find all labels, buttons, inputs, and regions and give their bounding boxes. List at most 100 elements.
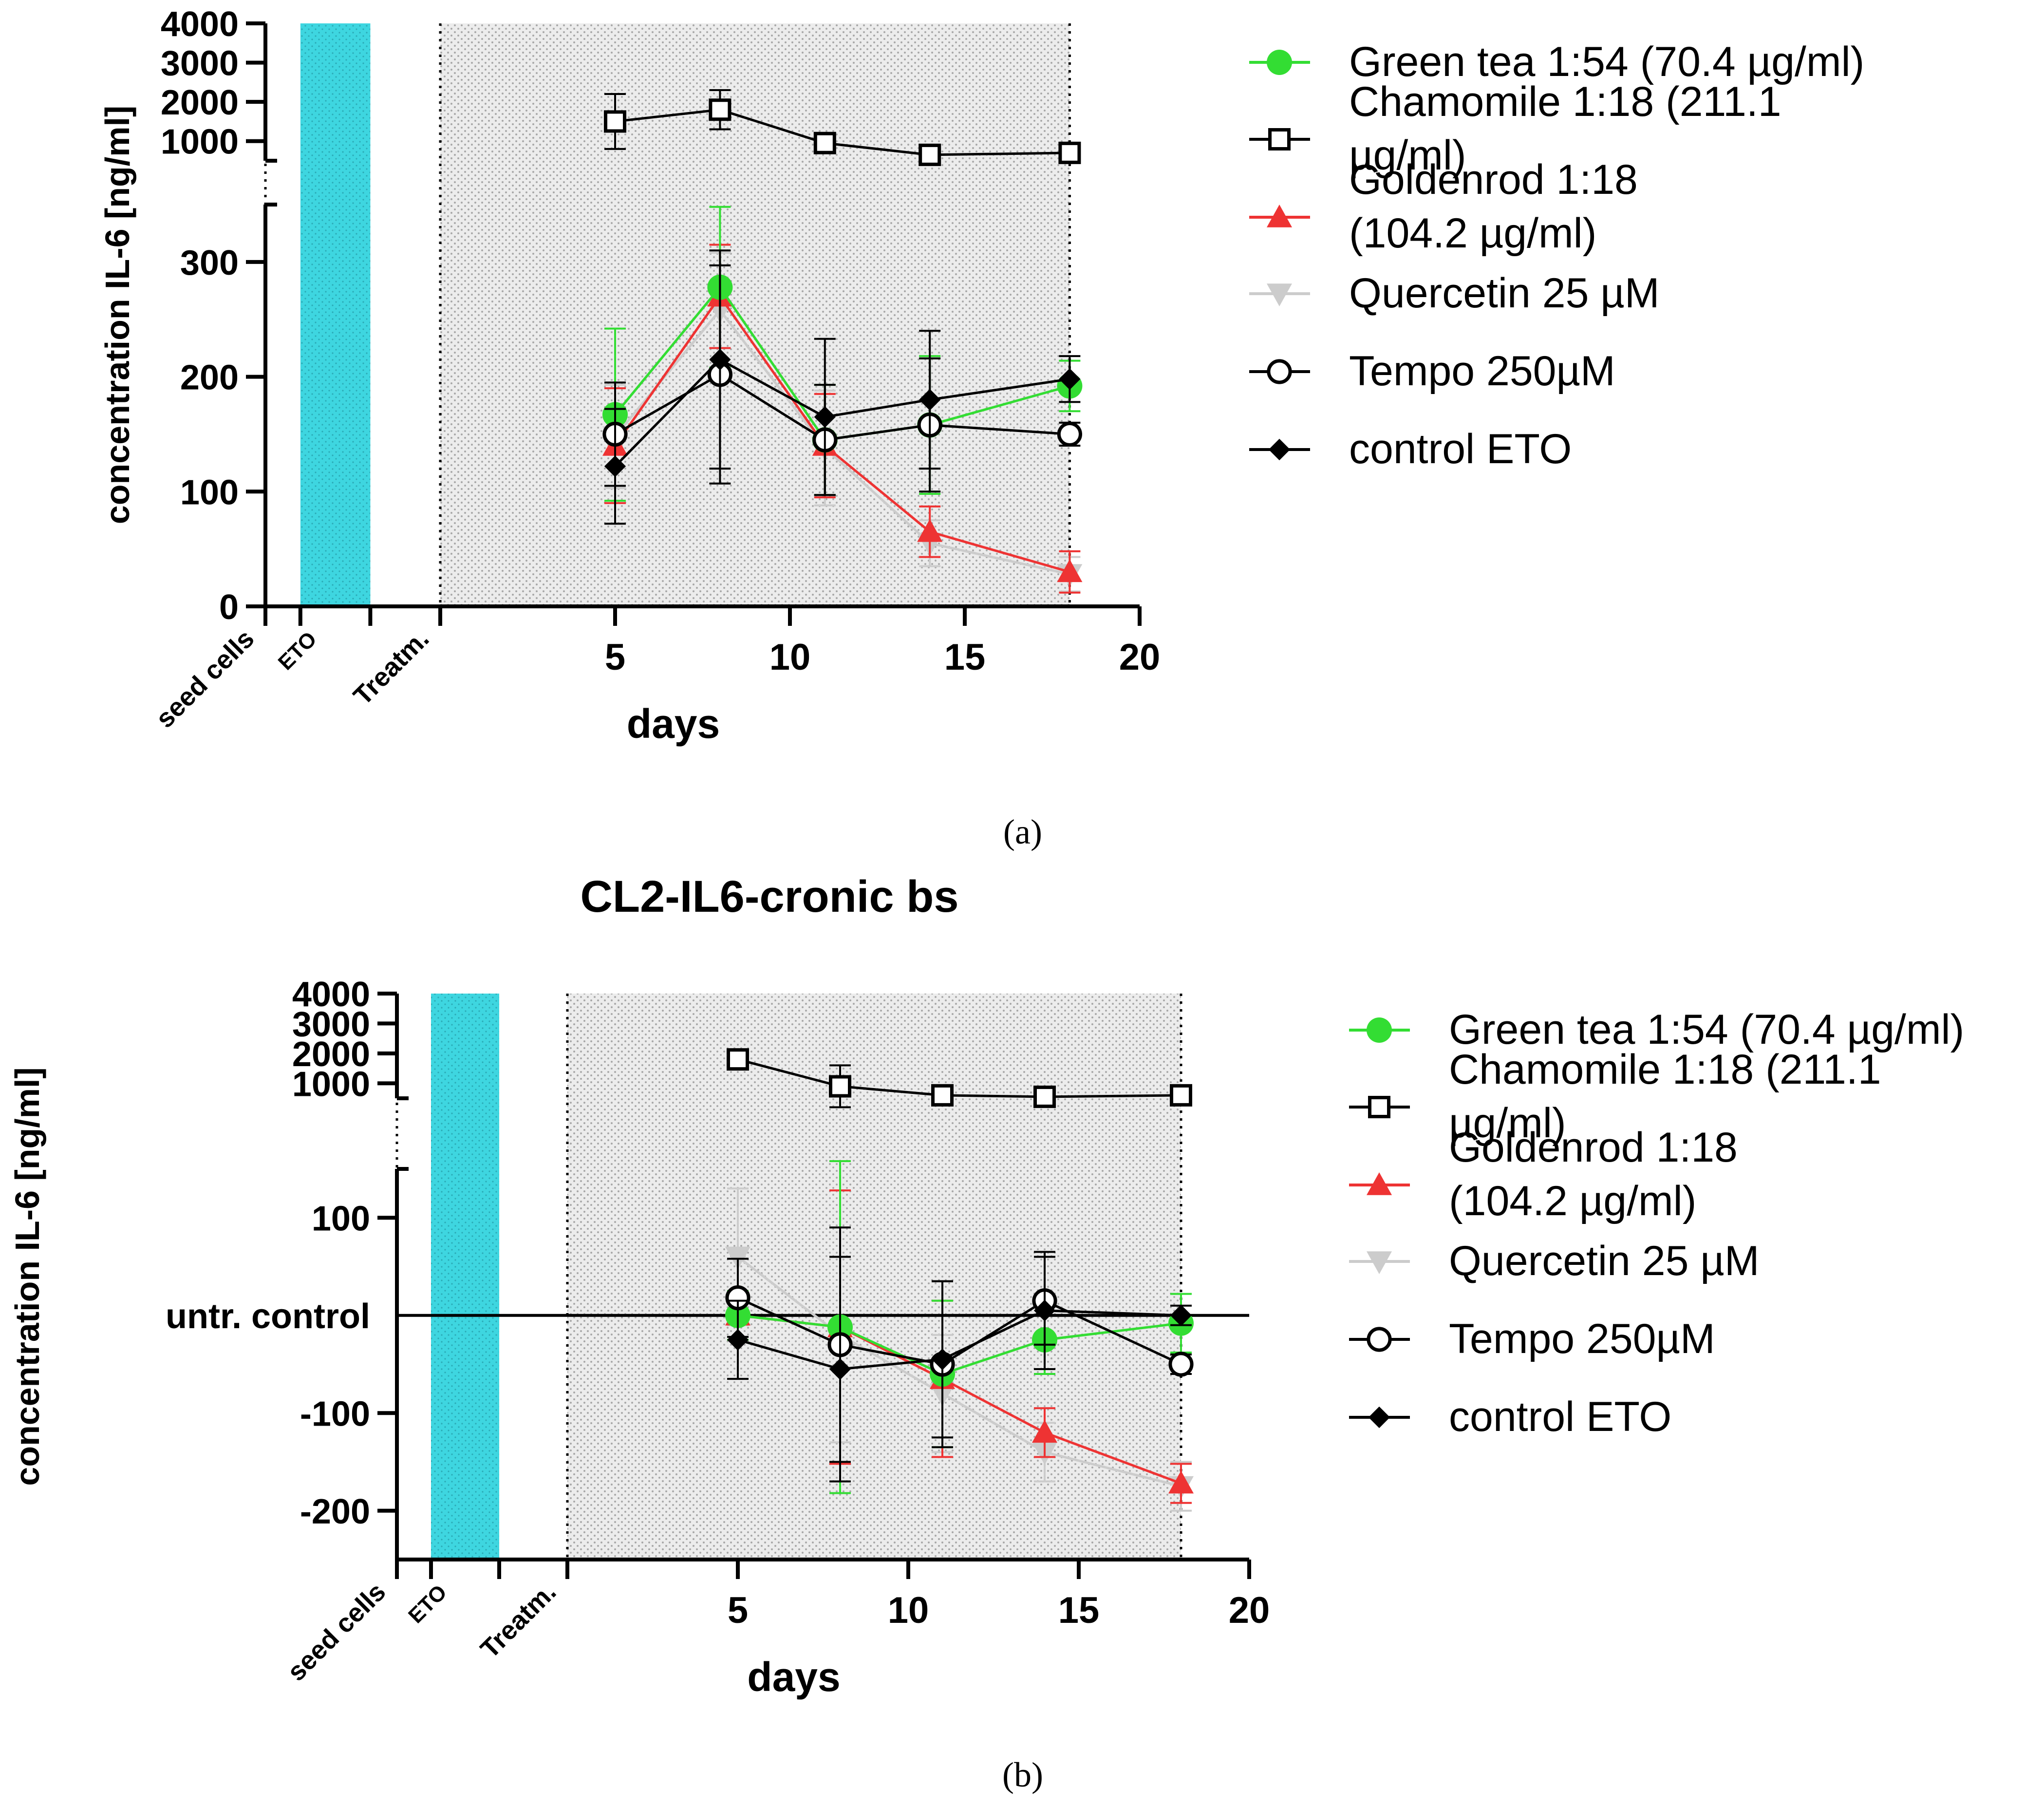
- chart-a-data-point-goldenrod: [917, 519, 943, 542]
- chart-a-data-point-control_eto: [814, 406, 836, 428]
- chart-b-data-point-chamomile: [931, 1084, 954, 1107]
- chart-b-reference-label: untr. control: [166, 1297, 370, 1336]
- chart-b-data-point-chamomile: [727, 1048, 749, 1071]
- chart-b-legend-marker-quercetin: [1367, 1251, 1392, 1274]
- chart-a-data-point-chamomile: [709, 98, 731, 121]
- chart-b-data-point-control_eto: [829, 1358, 851, 1380]
- chart-b-data-point-chamomile: [829, 1075, 851, 1098]
- chart-b-x-tick-label: 5: [728, 1590, 748, 1631]
- chart-a-y-tick-label: 300: [180, 244, 239, 282]
- chart-a-timeline-label: seed cells: [150, 624, 260, 733]
- chart-b-data-point-goldenrod: [1168, 1470, 1194, 1494]
- chart-a-x-tick-label: 5: [605, 637, 625, 678]
- chart-b-data-point-control_eto: [1170, 1304, 1192, 1326]
- chart-a-y-tick-label: 2000: [161, 83, 239, 122]
- chart-a-y-tick-label: 3000: [161, 44, 239, 83]
- chart-a-legend-marker-tempo: [1267, 359, 1292, 384]
- chart-b-data-point-control_eto: [727, 1329, 749, 1351]
- chart-b-y-tick-label: -200: [300, 1492, 370, 1531]
- chart-a-data-point-control_eto: [604, 455, 626, 477]
- chart-b-x-tick-label: 20: [1229, 1590, 1270, 1631]
- chart-a-legend-marker-control_eto: [1268, 438, 1291, 461]
- chart-a-y-tick-label: 0: [219, 588, 239, 627]
- chart-a-legend-label-chamomile: Chamomile 1:18 (211.1: [1349, 78, 1781, 125]
- chart-b-timeline-label: ETO: [404, 1580, 451, 1628]
- chart-b-y-tick-label: 4000: [292, 975, 370, 1014]
- chart-b-y-tick-label: 2000: [292, 1035, 370, 1074]
- chart-b-legend-label-tempo: Tempo 250µM: [1449, 1316, 1715, 1362]
- chart-b-data-point-control_eto: [931, 1348, 954, 1371]
- chart-b-y-tick-label: -100: [300, 1394, 370, 1433]
- chart-b-caption: (b): [1002, 1755, 1043, 1794]
- chart-a-x-tick-label: 10: [769, 637, 811, 678]
- chart-b-data-point-goldenrod: [1032, 1420, 1057, 1443]
- chart-b-legend-marker-green_tea: [1367, 1017, 1392, 1043]
- chart-b-legend-label-chamomile: µg/ml): [1449, 1100, 1566, 1147]
- chart-a-eto-band: [300, 23, 371, 606]
- chart-a-legend-label-chamomile: µg/ml): [1349, 132, 1466, 179]
- chart-b-y-tick-label: 100: [312, 1199, 370, 1238]
- chart-a-y-tick-label: 1000: [161, 123, 239, 162]
- chart-b-legend-label-control_eto: control ETO: [1449, 1393, 1671, 1440]
- chart-b-legend-marker-control_eto: [1368, 1406, 1390, 1429]
- chart-b-eto-band: [431, 994, 499, 1560]
- chart-a-legend-marker-quercetin: [1267, 283, 1292, 306]
- chart-b-legend-label-green_tea: Green tea 1:54 (70.4 µg/ml): [1449, 1006, 1964, 1053]
- chart-a-timeline-label: ETO: [274, 627, 321, 675]
- chart-a-legend-marker-goldenrod: [1267, 205, 1292, 227]
- chart-b-timeline-label: Treatm.: [475, 1577, 562, 1664]
- chart-a-legend-label-goldenrod: (104.2 µg/ml): [1349, 210, 1596, 257]
- legend-layer: [1249, 50, 1410, 1429]
- chart-a-data-point-control_eto: [1059, 368, 1081, 390]
- chart-a-data-point-control_eto: [919, 389, 941, 411]
- chart-b-data-point-tempo: [1168, 1352, 1194, 1377]
- chart-a-x-tick-label: 15: [944, 637, 986, 678]
- chart-b-x-axis-label: days: [747, 1654, 840, 1700]
- chart-b-legend-marker-goldenrod: [1367, 1172, 1392, 1195]
- chart-a-legend-label-tempo: Tempo 250µM: [1349, 348, 1615, 395]
- chart-a-legend-label-quercetin: Quercetin 25 µM: [1349, 270, 1659, 317]
- chart-a-y-tick-label: 200: [180, 358, 239, 397]
- chart-b-data-point-control_eto: [1033, 1299, 1056, 1321]
- chart-b-y-tick-label: 1000: [292, 1065, 370, 1104]
- chart-b-legend-label-goldenrod: (104.2 µg/ml): [1449, 1178, 1696, 1224]
- chart-b-x-tick-label: 15: [1058, 1590, 1100, 1631]
- chart-a-data-point-chamomile: [813, 132, 836, 154]
- chart-b-legend-label-quercetin: Quercetin 25 µM: [1449, 1238, 1759, 1284]
- plot-layer: [246, 21, 1251, 1579]
- chart-b-legend-marker-tempo: [1367, 1327, 1392, 1352]
- chart-a-legend-label-control_eto: control ETO: [1349, 426, 1572, 472]
- chart-a-y-tick-label: 4000: [161, 5, 239, 44]
- chart-b-data-point-chamomile: [1033, 1085, 1056, 1108]
- chart-b-treatment-region: [567, 994, 1181, 1560]
- chart-b-title: CL2-IL6-cronic bs: [580, 872, 958, 921]
- chart-a-x-tick-label: 20: [1119, 637, 1161, 678]
- chart-a-data-point-chamomile: [919, 143, 941, 166]
- chart-a-timeline-label: Treatm.: [348, 624, 434, 711]
- chart-a-data-point-chamomile: [1058, 141, 1081, 164]
- chart-a-legend-marker-green_tea: [1267, 50, 1292, 75]
- chart-a-y-tick-label: 100: [180, 473, 239, 512]
- chart-a-legend-marker-chamomile: [1268, 128, 1291, 150]
- chart-b-legend-label-goldenrod: Goldenrod 1:18: [1449, 1124, 1738, 1171]
- chart-b-legend-label-chamomile: Chamomile 1:18 (211.1: [1449, 1046, 1881, 1093]
- chart-b-y-axis-label: concentration IL-6 [ng/ml]: [8, 1067, 46, 1485]
- chart-a-caption: (a): [1003, 812, 1042, 851]
- chart-b-y-tick-label: 3000: [292, 1005, 370, 1044]
- chart-b-x-tick-label: 10: [888, 1590, 929, 1631]
- chart-a-y-axis-label: concentration IL-6 [ng/ml]: [98, 106, 136, 524]
- chart-b-data-point-chamomile: [1170, 1084, 1192, 1107]
- chart-a-legend-label-goldenrod: Goldenrod 1:18: [1349, 156, 1638, 203]
- chart-b-timeline-label: seed cells: [281, 1577, 391, 1687]
- chart-a-legend-label-green_tea: Green tea 1:54 (70.4 µg/ml): [1349, 38, 1864, 85]
- chart-a-x-axis-label: days: [627, 701, 720, 747]
- chart-a-data-point-chamomile: [604, 110, 626, 133]
- chart-a-data-point-tempo: [1057, 421, 1082, 447]
- chart-a-treatment-region: [440, 23, 1070, 606]
- chart-a-data-point-control_eto: [709, 349, 731, 371]
- chart-b-legend-marker-chamomile: [1368, 1096, 1390, 1118]
- chart-a-data-point-goldenrod: [1057, 559, 1083, 583]
